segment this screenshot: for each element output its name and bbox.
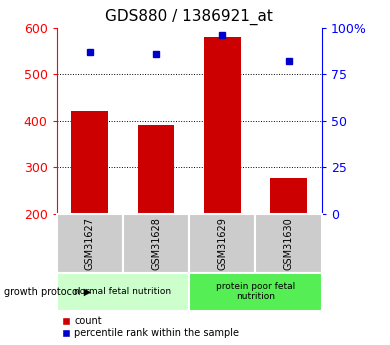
Bar: [270, 178, 307, 214]
Bar: [123, 214, 189, 273]
Text: protein poor fetal
nutrition: protein poor fetal nutrition: [216, 282, 295, 301]
Text: growth protocol ▶: growth protocol ▶: [4, 287, 91, 296]
Text: GSM31630: GSM31630: [284, 217, 294, 269]
Bar: [57, 214, 123, 273]
Bar: [204, 37, 241, 214]
Title: GDS880 / 1386921_at: GDS880 / 1386921_at: [105, 9, 273, 25]
Bar: [71, 111, 108, 214]
Text: GSM31627: GSM31627: [85, 217, 95, 270]
Bar: [189, 214, 255, 273]
Text: normal fetal nutrition: normal fetal nutrition: [74, 287, 172, 296]
Bar: [138, 125, 174, 214]
Bar: [189, 273, 322, 310]
Bar: [57, 273, 189, 310]
Text: GSM31629: GSM31629: [217, 217, 227, 270]
Bar: [255, 214, 322, 273]
Text: GSM31628: GSM31628: [151, 217, 161, 270]
Legend: count, percentile rank within the sample: count, percentile rank within the sample: [61, 315, 240, 339]
